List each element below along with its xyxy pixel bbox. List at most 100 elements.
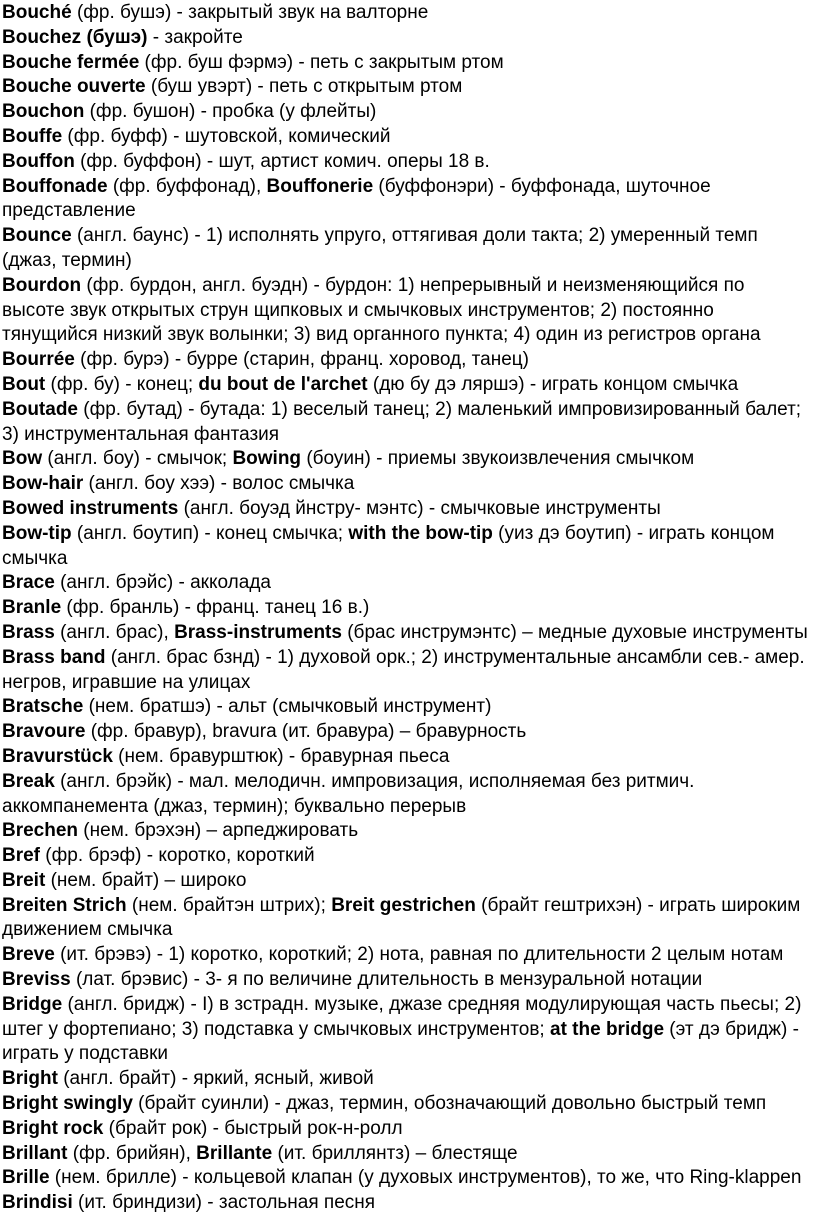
- dictionary-line: высоте звук открытых струн щипковых и см…: [2, 299, 816, 324]
- definition-text: (фр. бу) - конец;: [45, 373, 199, 395]
- term-text: Bow-hair: [2, 473, 84, 495]
- dictionary-line: представление: [2, 199, 816, 224]
- term-text: Bourdon: [2, 274, 82, 296]
- term-text: Brindisi: [2, 1192, 73, 1214]
- dictionary-line: Bouffe (фр. буфф) - шутовской, комически…: [2, 125, 816, 150]
- definition-text: (фр. бурдон, англ. буэдн) - бурдон: 1) н…: [81, 274, 745, 296]
- definition-text: (буффонэри) - буффонада, шуточное: [373, 175, 711, 197]
- dictionary-line: Bright swingly (брайт суинли) - джаз, те…: [2, 1092, 816, 1117]
- term-text: Brass: [2, 621, 55, 643]
- definition-text: (брайт суинли) - джаз, термин, обозначаю…: [132, 1093, 767, 1115]
- definition-text: (фр. брэф) - коротко, короткий: [40, 845, 315, 867]
- definition-text: (боуин) - приемы звукоизвлечения смычком: [301, 448, 695, 470]
- dictionary-line: Breiten Strich (нем. брайтэн штрих); Bre…: [2, 894, 816, 919]
- dictionary-line: Bouche fermée (фр. буш фэрмэ) - петь с з…: [2, 51, 816, 76]
- definition-text: (фр. буфф) - шутовской, комический: [62, 125, 391, 147]
- dictionary-line: Brindisi (ит. бриндизи) - застольная пес…: [2, 1191, 816, 1215]
- dictionary-line: Brass (англ. брас), Brass-instruments (б…: [2, 621, 816, 646]
- term-text: Bouche ouverte: [2, 76, 146, 98]
- definition-text: штег у фортепиано; 3) подставка у смычко…: [2, 1018, 550, 1040]
- dictionary-line: Breit (нем. брайт) – широко: [2, 869, 816, 894]
- term-text: Bouffonerie: [266, 175, 374, 197]
- term-text: Brass band: [2, 646, 106, 668]
- dictionary-line: Bratsche (нем. братшэ) - альт (смычковый…: [2, 695, 816, 720]
- dictionary-line: Brass band (англ. брас бзнд) - 1) духово…: [2, 646, 816, 671]
- dictionary-line: играть у подставки: [2, 1042, 816, 1067]
- definition-text: (джаз, термин): [2, 249, 132, 271]
- term-text: Breit: [2, 869, 46, 891]
- definition-text: (нем. братшэ) - альт (смычковый инструме…: [83, 696, 492, 718]
- dictionary-line: Brille (нем. брилле) - кольцевой клапан …: [2, 1166, 816, 1191]
- term-text: Brillant: [2, 1142, 68, 1164]
- term-text: Brillante: [196, 1142, 273, 1164]
- definition-text: (брас инструмэнтс) – медные духовые инст…: [341, 621, 808, 643]
- dictionary-line: смычка: [2, 547, 816, 572]
- term-text: at the bridge: [550, 1018, 665, 1040]
- term-text: Bow: [2, 448, 43, 470]
- definition-text: (фр. бравур), bravura (ит. бравура) – бр…: [85, 721, 527, 743]
- dictionary-line: тянущийся низкий звук волынки; 3) вид ор…: [2, 323, 816, 348]
- definition-text: движением смычка: [2, 919, 173, 941]
- definition-text: (англ. брас бзнд) - 1) духовой орк.; 2) …: [105, 646, 805, 668]
- definition-text: (англ. брэйк) - мал. мелодичн. импровиза…: [54, 770, 695, 792]
- term-text: Bout: [2, 373, 46, 395]
- definition-text: (брайт гештрихэн) - играть широким: [475, 894, 801, 916]
- definition-text: аккомпанемента (джаз, термин); буквально…: [2, 795, 467, 817]
- definition-text: негров, игравшие на улицах: [2, 671, 251, 693]
- dictionary-line: Bourrée (фр. бурэ) - бурре (старин, фран…: [2, 348, 816, 373]
- definition-text: (эт дэ бридж) -: [664, 1018, 799, 1040]
- definition-text: (ит. брэвэ) - 1) коротко, короткий; 2) н…: [54, 944, 784, 966]
- dictionary-line: Breve (ит. брэвэ) - 1) коротко, короткий…: [2, 943, 816, 968]
- definition-text: (фр. бушэ) - закрытый звук на валторне: [71, 2, 429, 23]
- definition-text: тянущийся низкий звук волынки; 3) вид ор…: [2, 324, 761, 346]
- term-text: Bouche fermée: [2, 51, 140, 73]
- term-text: Boutade: [2, 398, 78, 420]
- definition-text: (англ. боу) - смычок;: [42, 448, 233, 470]
- term-text: Breve: [2, 944, 55, 966]
- dictionary-line: Bouché (фр. бушэ) - закрытый звук на вал…: [2, 1, 816, 26]
- dictionary-line: штег у фортепиано; 3) подставка у смычко…: [2, 1018, 816, 1043]
- definition-text: (англ. баунс) - 1) исполнять упруго, отт…: [71, 225, 758, 247]
- dictionary-line: Brillant (фр. брийян), Brillante (ит. бр…: [2, 1142, 816, 1167]
- term-text: Bouffe: [2, 125, 63, 147]
- term-text: Bow-tip: [2, 522, 72, 544]
- term-text: Brechen: [2, 820, 79, 842]
- definition-text: (англ. боуэд йнстру- мэнтс) - смычковые …: [178, 497, 661, 519]
- term-text: Break: [2, 770, 55, 792]
- term-text: Brace: [2, 572, 55, 594]
- term-text: Bravoure: [2, 721, 86, 743]
- definition-text: (англ. брэйс) - акколада: [54, 572, 271, 594]
- dictionary-line: (джаз, термин): [2, 249, 816, 274]
- dictionary-line: Bright (англ. брайт) - яркий, ясный, жив…: [2, 1067, 816, 1092]
- term-text: Breiten Strich: [2, 894, 127, 916]
- term-text: Bratsche: [2, 696, 84, 718]
- dictionary-line: Bouche ouverte (буш увэрт) - петь с откр…: [2, 75, 816, 100]
- dictionary-line: Bouchon (фр. бушон) - пробка (у флейты): [2, 100, 816, 125]
- dictionary-line: Bow-hair (англ. боу хээ) - волос смычка: [2, 472, 816, 497]
- definition-text: представление: [2, 200, 136, 222]
- dictionary-line: Bowed instruments (англ. боуэд йнстру- м…: [2, 497, 816, 522]
- definition-text: смычка: [2, 547, 68, 569]
- definition-text: (буш увэрт) - петь с открытым ртом: [145, 76, 463, 98]
- definition-text: (нем. брайтэн штрих);: [126, 894, 332, 916]
- definition-text: (нем. брайт) – широко: [45, 869, 247, 891]
- term-text: Bref: [2, 845, 41, 867]
- term-text: du bout de l'archet: [198, 373, 368, 395]
- definition-text: (фр. бушон) - пробка (у флейты): [84, 101, 377, 123]
- term-text: Bowed instruments: [2, 497, 179, 519]
- dictionary-line: аккомпанемента (джаз, термин); буквально…: [2, 795, 816, 820]
- term-text: Bourrée: [2, 349, 75, 371]
- term-text: Bounce: [2, 225, 72, 247]
- definition-text: (фр. буффонад),: [107, 175, 267, 197]
- dictionary-line: Bouffonade (фр. буффонад), Bouffonerie (…: [2, 175, 816, 200]
- dictionary-line: Branle (фр. бранль) - франц. танец 16 в.…: [2, 596, 816, 621]
- definition-text: (фр. буффон) - шут, артист комич. оперы …: [74, 150, 490, 172]
- definition-text: - закройте: [147, 26, 243, 48]
- term-text: Bravurstück: [2, 745, 113, 767]
- term-text: Bouffon: [2, 150, 75, 172]
- definition-text: (фр. буш фэрмэ) - петь с закрытым ртом: [139, 51, 504, 73]
- dictionary-line: Bounce (англ. баунс) - 1) исполнять упру…: [2, 224, 816, 249]
- definition-text: (англ. бридж) - I) в зстрадн. музыке, дж…: [62, 993, 802, 1015]
